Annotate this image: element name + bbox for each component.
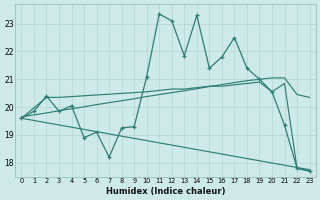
X-axis label: Humidex (Indice chaleur): Humidex (Indice chaleur) — [106, 187, 225, 196]
